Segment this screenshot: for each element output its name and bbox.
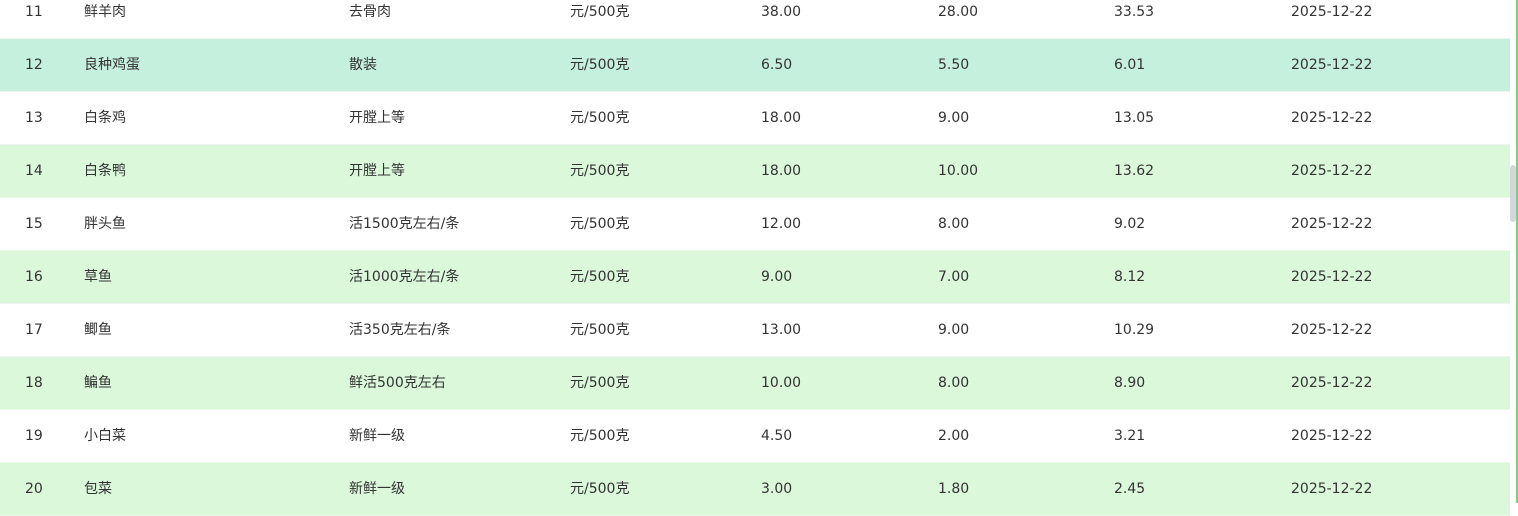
table-row[interactable]: 20 包菜 新鲜一级 元/500克 3.00 1.80 2.45 2025-12-22 bbox=[0, 463, 1510, 516]
index-cell: 13 bbox=[25, 110, 43, 126]
product-name-cell: 白条鸡 bbox=[84, 110, 126, 126]
min-price-cell: 5.50 bbox=[938, 57, 970, 73]
unit-cell: 元/500克 bbox=[570, 110, 630, 126]
date-cell: 2025-12-22 bbox=[1291, 216, 1373, 232]
min-price-cell: 9.00 bbox=[938, 322, 970, 338]
avg-price-cell: 13.05 bbox=[1114, 110, 1155, 126]
product-name-cell: 良种鸡蛋 bbox=[84, 57, 140, 73]
min-price-cell: 7.00 bbox=[938, 269, 970, 285]
date-cell: 2025-12-22 bbox=[1291, 269, 1373, 285]
min-price-cell: 8.00 bbox=[938, 216, 970, 232]
max-price-cell: 10.00 bbox=[761, 375, 802, 391]
spec-cell: 活1000克左右/条 bbox=[349, 269, 460, 285]
max-price-cell: 4.50 bbox=[761, 428, 793, 444]
table-row[interactable]: 13 白条鸡 开膛上等 元/500克 18.00 9.00 13.05 2025-12-22 bbox=[0, 92, 1510, 145]
unit-cell: 元/500克 bbox=[570, 163, 630, 179]
min-price-cell: 9.00 bbox=[938, 110, 970, 126]
product-name-cell: 胖头鱼 bbox=[84, 216, 126, 232]
spec-cell: 开膛上等 bbox=[349, 110, 405, 126]
index-cell: 16 bbox=[25, 269, 43, 285]
index-cell: 11 bbox=[25, 4, 43, 20]
date-cell: 2025-12-22 bbox=[1291, 57, 1373, 73]
product-name-cell: 包菜 bbox=[84, 481, 112, 497]
spec-cell: 去骨肉 bbox=[349, 4, 391, 20]
index-cell: 19 bbox=[25, 428, 43, 444]
unit-cell: 元/500克 bbox=[570, 269, 630, 285]
scrollbar-thumb[interactable] bbox=[1510, 165, 1516, 222]
index-cell: 14 bbox=[25, 163, 43, 179]
product-name-cell: 鳊鱼 bbox=[84, 375, 112, 391]
product-name-cell: 鲫鱼 bbox=[84, 322, 112, 338]
product-name-cell: 草鱼 bbox=[84, 269, 112, 285]
max-price-cell: 3.00 bbox=[761, 481, 793, 497]
table-row[interactable]: 18 鳊鱼 鲜活500克左右 元/500克 10.00 8.00 8.90 2025-12-2… bbox=[0, 357, 1510, 410]
avg-price-cell: 13.62 bbox=[1114, 163, 1155, 179]
table-row[interactable]: 16 草鱼 活1000克左右/条 元/500克 9.00 7.00 8.12 2025-12-… bbox=[0, 251, 1510, 304]
product-name-cell: 小白菜 bbox=[84, 428, 126, 444]
unit-cell: 元/500克 bbox=[570, 375, 630, 391]
max-price-cell: 18.00 bbox=[761, 163, 802, 179]
max-price-cell: 18.00 bbox=[761, 110, 802, 126]
spec-cell: 鲜活500克左右 bbox=[349, 375, 446, 391]
table-row[interactable]: 15 胖头鱼 活1500克左右/条 元/500克 12.00 8.00 9.02 2025-1… bbox=[0, 198, 1510, 251]
min-price-cell: 10.00 bbox=[938, 163, 979, 179]
avg-price-cell: 33.53 bbox=[1114, 4, 1155, 20]
index-cell: 18 bbox=[25, 375, 43, 391]
date-cell: 2025-12-22 bbox=[1291, 428, 1373, 444]
product-name-cell: 白条鸭 bbox=[84, 163, 126, 179]
unit-cell: 元/500克 bbox=[570, 216, 630, 232]
table-row[interactable]: 14 白条鸭 开膛上等 元/500克 18.00 10.00 13.62 2025-12-22 bbox=[0, 145, 1510, 198]
avg-price-cell: 2.45 bbox=[1114, 481, 1146, 497]
spec-cell: 活1500克左右/条 bbox=[349, 216, 460, 232]
max-price-cell: 6.50 bbox=[761, 57, 793, 73]
avg-price-cell: 10.29 bbox=[1114, 322, 1155, 338]
unit-cell: 元/500克 bbox=[570, 481, 630, 497]
max-price-cell: 12.00 bbox=[761, 216, 802, 232]
avg-price-cell: 9.02 bbox=[1114, 216, 1146, 232]
index-cell: 17 bbox=[25, 322, 43, 338]
avg-price-cell: 6.01 bbox=[1114, 57, 1146, 73]
avg-price-cell: 8.90 bbox=[1114, 375, 1146, 391]
unit-cell: 元/500克 bbox=[570, 4, 630, 20]
spec-cell: 活350克左右/条 bbox=[349, 322, 451, 338]
date-cell: 2025-12-22 bbox=[1291, 375, 1373, 391]
spec-cell: 新鲜一级 bbox=[349, 481, 405, 497]
spec-cell: 开膛上等 bbox=[349, 163, 405, 179]
min-price-cell: 28.00 bbox=[938, 4, 979, 20]
min-price-cell: 2.00 bbox=[938, 428, 970, 444]
min-price-cell: 1.80 bbox=[938, 481, 970, 497]
index-cell: 20 bbox=[25, 481, 43, 497]
max-price-cell: 13.00 bbox=[761, 322, 802, 338]
date-cell: 2025-12-22 bbox=[1291, 110, 1373, 126]
index-cell: 12 bbox=[25, 57, 43, 73]
date-cell: 2025-12-22 bbox=[1291, 322, 1373, 338]
max-price-cell: 9.00 bbox=[761, 269, 793, 285]
date-cell: 2025-12-22 bbox=[1291, 4, 1373, 20]
table-row[interactable]: 12 良种鸡蛋 散装 元/500克 6.50 5.50 6.01 2025-12-22 bbox=[0, 39, 1510, 92]
index-cell: 15 bbox=[25, 216, 43, 232]
scrollbar-track[interactable] bbox=[1510, 0, 1516, 503]
unit-cell: 元/500克 bbox=[570, 57, 630, 73]
unit-cell: 元/500克 bbox=[570, 428, 630, 444]
date-cell: 2025-12-22 bbox=[1291, 481, 1373, 497]
spec-cell: 新鲜一级 bbox=[349, 428, 405, 444]
min-price-cell: 8.00 bbox=[938, 375, 970, 391]
max-price-cell: 38.00 bbox=[761, 4, 802, 20]
product-name-cell: 鲜羊肉 bbox=[84, 4, 126, 20]
table-row[interactable]: 11 鲜羊肉 去骨肉 元/500克 38.00 28.00 33.53 2025-12-22 bbox=[0, 0, 1510, 39]
table-row[interactable]: 17 鲫鱼 活350克左右/条 元/500克 13.00 9.00 10.29 2025-12… bbox=[0, 304, 1510, 357]
table-row[interactable]: 19 小白菜 新鲜一级 元/500克 4.50 2.00 3.21 2025-12-22 bbox=[0, 410, 1510, 463]
panel-border bbox=[1516, 0, 1518, 503]
unit-cell: 元/500克 bbox=[570, 322, 630, 338]
date-cell: 2025-12-22 bbox=[1291, 163, 1373, 179]
avg-price-cell: 3.21 bbox=[1114, 428, 1146, 444]
avg-price-cell: 8.12 bbox=[1114, 269, 1146, 285]
spec-cell: 散装 bbox=[349, 57, 377, 73]
